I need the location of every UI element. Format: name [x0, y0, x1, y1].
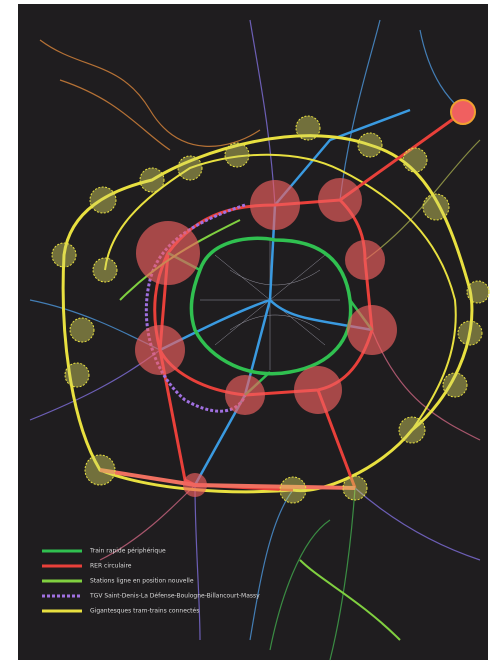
orange-hub	[451, 100, 475, 124]
map: Train rapide périphérique RER circulaire…	[0, 0, 493, 669]
legend-label: Stations ligne en position nouvelle	[90, 578, 194, 585]
legend-label: TGV Saint-Denis-La Défense-Boulogne-Bill…	[89, 593, 260, 600]
page: {"legend": {"items": [ {"label": "Train …	[0, 0, 493, 669]
legend-label: RER circulaire	[90, 563, 132, 570]
legend-label: Train rapide périphérique	[89, 548, 166, 555]
legend-label: Gigantesques tram-trains connectés	[90, 608, 199, 615]
